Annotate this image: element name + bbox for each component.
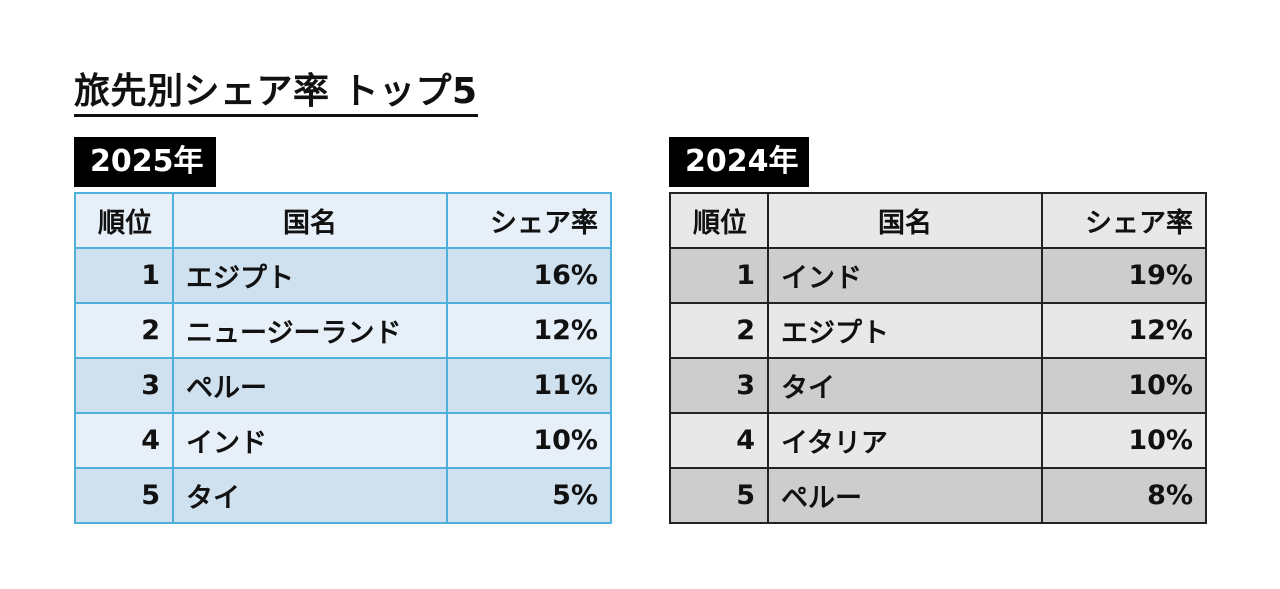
share-cell: 8%: [1041, 467, 1207, 524]
table-row: 4 イタリア 10%: [669, 412, 1207, 469]
header-country: 国名: [767, 192, 1043, 249]
share-cell: 10%: [1041, 412, 1207, 469]
share-table-2024: 順位 国名 シェア率 1 インド 19% 2 エジプト 12% 3 タイ 10%…: [669, 192, 1207, 524]
page-title: 旅先別シェア率 トップ5: [74, 70, 478, 117]
table-row: 2 ニュージーランド 12%: [74, 302, 612, 359]
share-cell: 10%: [446, 412, 612, 469]
rank-cell: 2: [74, 302, 174, 359]
rank-cell: 1: [669, 247, 769, 304]
table-row: 5 タイ 5%: [74, 467, 612, 524]
table-header-row: 順位 国名 シェア率: [669, 192, 1207, 249]
rank-cell: 3: [74, 357, 174, 414]
country-cell: イタリア: [767, 412, 1043, 469]
header-share: シェア率: [446, 192, 612, 249]
table-row: 3 ペルー 11%: [74, 357, 612, 414]
country-cell: エジプト: [767, 302, 1043, 359]
rank-cell: 4: [669, 412, 769, 469]
table-header-row: 順位 国名 シェア率: [74, 192, 612, 249]
share-cell: 10%: [1041, 357, 1207, 414]
year-badge-2024: 2024年: [669, 137, 809, 187]
country-cell: ペルー: [767, 467, 1043, 524]
country-cell: ニュージーランド: [172, 302, 448, 359]
share-cell: 19%: [1041, 247, 1207, 304]
table-row: 4 インド 10%: [74, 412, 612, 469]
rank-cell: 5: [74, 467, 174, 524]
rank-cell: 4: [74, 412, 174, 469]
country-cell: インド: [172, 412, 448, 469]
rank-cell: 2: [669, 302, 769, 359]
year-badge-2025: 2025年: [74, 137, 216, 187]
country-cell: ペルー: [172, 357, 448, 414]
rank-cell: 5: [669, 467, 769, 524]
table-row: 1 インド 19%: [669, 247, 1207, 304]
country-cell: タイ: [172, 467, 448, 524]
table-row: 5 ペルー 8%: [669, 467, 1207, 524]
rank-cell: 1: [74, 247, 174, 304]
table-row: 3 タイ 10%: [669, 357, 1207, 414]
header-rank: 順位: [669, 192, 769, 249]
country-cell: エジプト: [172, 247, 448, 304]
country-cell: タイ: [767, 357, 1043, 414]
table-row: 1 エジプト 16%: [74, 247, 612, 304]
share-table-2025: 順位 国名 シェア率 1 エジプト 16% 2 ニュージーランド 12% 3 ペ…: [74, 192, 612, 524]
table-row: 2 エジプト 12%: [669, 302, 1207, 359]
country-cell: インド: [767, 247, 1043, 304]
share-cell: 12%: [446, 302, 612, 359]
share-cell: 12%: [1041, 302, 1207, 359]
header-share: シェア率: [1041, 192, 1207, 249]
share-cell: 11%: [446, 357, 612, 414]
header-rank: 順位: [74, 192, 174, 249]
share-cell: 5%: [446, 467, 612, 524]
rank-cell: 3: [669, 357, 769, 414]
header-country: 国名: [172, 192, 448, 249]
share-cell: 16%: [446, 247, 612, 304]
